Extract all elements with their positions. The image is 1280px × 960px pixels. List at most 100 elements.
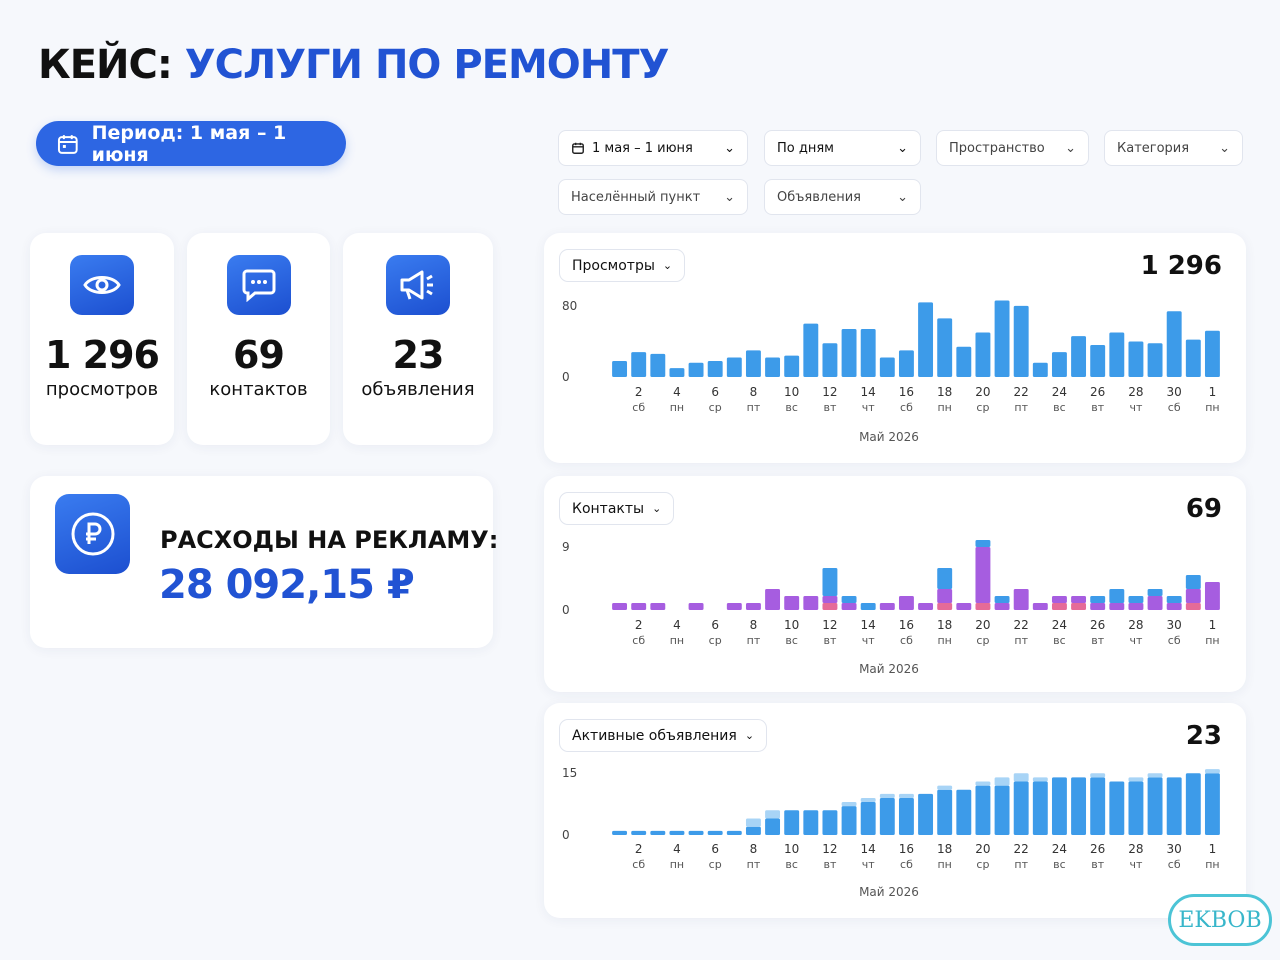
bar [745, 826, 761, 835]
x-tick-label: 12 [822, 842, 837, 856]
x-tick-label: 10 [784, 842, 799, 856]
bar [956, 346, 972, 377]
bar [1128, 596, 1144, 603]
bar [879, 357, 895, 377]
bar [1185, 339, 1201, 377]
x-tick-weekday: пт [747, 401, 761, 414]
x-tick-weekday: ср [976, 401, 989, 414]
chevron: ⌄ [744, 729, 755, 742]
x-tick-weekday: вс [785, 401, 798, 414]
bar [784, 596, 800, 610]
x-tick-weekday: вс [1053, 858, 1066, 871]
x-tick-weekday: сб [632, 634, 645, 647]
bar [1147, 777, 1163, 835]
bar [1166, 777, 1182, 835]
x-tick-weekday: вс [1053, 401, 1066, 414]
bar [784, 355, 800, 377]
bar [1090, 777, 1106, 835]
x-tick-weekday: ср [709, 634, 722, 647]
filter[interactable]: Пространство ⌄ [936, 130, 1089, 166]
filter[interactable]: Категория ⌄ [1104, 130, 1243, 166]
bar [937, 568, 953, 589]
x-tick-label: 14 [861, 385, 876, 399]
x-tick-weekday: пт [1014, 858, 1028, 871]
x-tick-weekday: пн [937, 401, 951, 414]
bar [688, 830, 704, 835]
bar [1185, 575, 1201, 589]
stat-value: 1 296 [45, 333, 160, 377]
bar [975, 547, 991, 603]
filter-date[interactable]: 1 мая – 1 июня ⌄ [558, 130, 748, 166]
bar [726, 830, 742, 835]
metric-label: Контакты [572, 500, 645, 517]
filter[interactable]: Объявления ⌄ [764, 179, 921, 215]
eye-icon [70, 255, 134, 315]
x-tick-weekday: пт [1014, 401, 1028, 414]
bar [975, 603, 991, 610]
x-tick-weekday: пт [747, 858, 761, 871]
x-tick-label: 24 [1052, 618, 1067, 632]
bar [898, 596, 914, 610]
bar [803, 810, 819, 835]
x-tick-label: 1 [1209, 618, 1217, 632]
bar [994, 596, 1010, 603]
filter[interactable]: По дням ⌄ [764, 130, 921, 166]
x-tick-label: 26 [1090, 842, 1105, 856]
filter[interactable]: Населённый пункт ⌄ [558, 179, 748, 215]
x-tick-weekday: вт [823, 401, 836, 414]
x-tick-weekday: вт [823, 858, 836, 871]
x-tick-label: 10 [784, 618, 799, 632]
bar [1204, 769, 1220, 774]
stat-card: 1 296 просмотров [30, 233, 174, 445]
chart-plot: 0 80 2 сб 4 пн 6 ср 8 пт 10 вс 12 вт 14 чт 16 сб 18 пн 20 ср 2… [562, 299, 1220, 444]
ruble-icon [55, 494, 130, 574]
chat-icon [226, 255, 291, 315]
bar [1128, 777, 1144, 782]
x-tick-label: 12 [822, 385, 837, 399]
expenses-value: 28 092,15 ₽ [159, 562, 415, 608]
x-tick-label: 1 [1209, 842, 1217, 856]
y-tick-label: 9 [562, 540, 570, 554]
bar [726, 603, 742, 610]
bar [994, 785, 1010, 835]
x-tick-weekday: вт [1091, 634, 1104, 647]
bar [1109, 781, 1125, 835]
x-tick-label: 22 [1014, 842, 1029, 856]
bar [822, 596, 838, 603]
chart-total: 23 [1185, 721, 1222, 751]
bar [841, 802, 857, 807]
megaphone-icon [386, 255, 450, 315]
bar [1051, 777, 1067, 835]
bar [1128, 781, 1144, 835]
metric-dropdown[interactable]: Активные объявления ⌄ [559, 719, 768, 752]
bar [650, 603, 666, 610]
bar [937, 785, 953, 790]
x-tick-weekday: пн [670, 858, 684, 871]
bar [822, 343, 838, 377]
bar [1032, 777, 1048, 782]
x-tick-label: 26 [1090, 385, 1105, 399]
x-tick-label: 28 [1128, 618, 1143, 632]
bar [745, 603, 761, 610]
bar [1090, 596, 1106, 603]
chart-plot: 0 15 2 сб 4 пн 6 ср 8 пт 10 вс 12 вт 14 чт 16 сб 18 пн 20 ср 2… [562, 766, 1220, 899]
x-tick-weekday: сб [1168, 858, 1181, 871]
x-tick-weekday: чт [862, 634, 875, 647]
bar [707, 361, 723, 377]
x-tick-weekday: ср [709, 401, 722, 414]
x-tick-label: 2 [635, 842, 643, 856]
x-tick-label: 2 [635, 385, 643, 399]
period-text: Период: 1 мая – 1 июня [91, 121, 287, 166]
chart-total: 69 [1185, 494, 1222, 524]
stat-label: объявления [361, 379, 475, 400]
bar [994, 603, 1010, 610]
metric-dropdown[interactable]: Контакты ⌄ [559, 492, 675, 525]
filter-text: Населённый пункт [571, 189, 701, 205]
bar [918, 302, 934, 377]
bar [879, 793, 895, 798]
metric-dropdown[interactable]: Просмотры ⌄ [559, 249, 686, 282]
bar [612, 830, 628, 835]
bar [918, 603, 934, 610]
x-tick-label: 14 [861, 618, 876, 632]
bar [898, 793, 914, 798]
